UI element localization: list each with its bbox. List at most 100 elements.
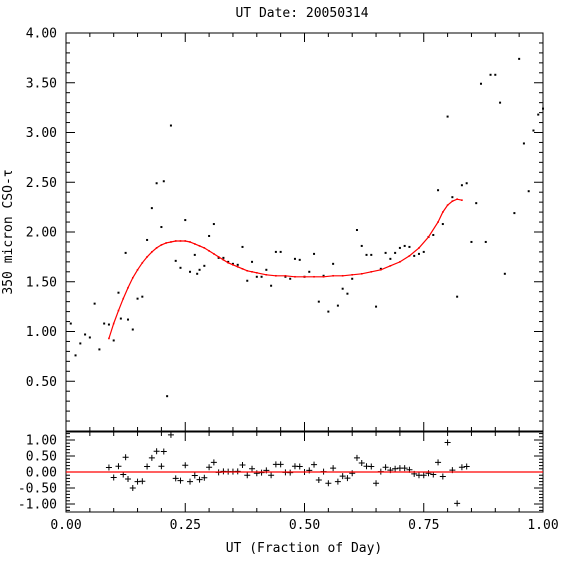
data-point xyxy=(336,304,339,307)
data-point xyxy=(119,317,122,320)
fit-curve-point xyxy=(408,255,411,257)
residual-point xyxy=(373,480,380,487)
data-point xyxy=(203,264,206,267)
data-point xyxy=(169,124,172,127)
data-point xyxy=(246,279,249,282)
data-point xyxy=(403,244,406,247)
data-point xyxy=(141,295,144,298)
data-point xyxy=(413,254,416,257)
data-point xyxy=(518,57,521,60)
fit-curve-point xyxy=(360,272,363,275)
data-point xyxy=(274,250,277,253)
fit-curve-point xyxy=(275,274,277,277)
y-tick-label: 0.50 xyxy=(26,375,57,390)
fit-curve-point xyxy=(160,244,163,246)
residual-point xyxy=(339,473,346,480)
residual-point xyxy=(144,463,151,470)
data-point xyxy=(88,336,91,339)
x-tick-label: 0.00 xyxy=(50,518,81,533)
fit-curve-point xyxy=(155,247,158,249)
residual-point xyxy=(125,476,132,483)
residual-point xyxy=(182,462,189,469)
data-point xyxy=(279,250,282,253)
fit-curve-point xyxy=(456,198,458,200)
residual-point xyxy=(129,485,136,491)
residual-point xyxy=(153,448,160,455)
residual-point xyxy=(311,461,318,468)
top-ylabel: 350 micron CSO-τ xyxy=(1,169,16,294)
data-point xyxy=(184,219,187,222)
data-point xyxy=(351,277,354,280)
data-point xyxy=(308,270,311,273)
fit-curve-point xyxy=(341,274,344,277)
data-point xyxy=(522,142,525,145)
fit-curve-point xyxy=(170,241,172,243)
fit-curve-point xyxy=(437,221,439,223)
fit-curve-point xyxy=(189,241,191,243)
data-point xyxy=(193,253,196,256)
data-point xyxy=(255,275,258,278)
data-point xyxy=(117,291,120,294)
residual-point xyxy=(201,474,208,481)
data-point xyxy=(146,238,149,241)
data-point xyxy=(341,287,344,290)
fit-curve-point xyxy=(256,271,258,274)
top-axis-ticks: 0.50 1.00 1.50 2.00 2.50 3.00 3.50 4.00 xyxy=(26,27,544,432)
fit-curve-point xyxy=(208,250,210,252)
residual-point xyxy=(425,470,432,477)
x-tick-label: 0.50 xyxy=(289,518,320,533)
data-point xyxy=(112,339,115,342)
residual-point xyxy=(439,473,446,480)
data-point xyxy=(346,292,349,295)
residual-point xyxy=(158,463,165,470)
data-point xyxy=(84,333,87,336)
fit-curve-point xyxy=(313,275,315,278)
residual-point xyxy=(191,472,198,479)
fit-curve-point xyxy=(151,251,153,253)
data-point xyxy=(527,190,530,193)
fit-curve-point xyxy=(332,274,334,277)
data-point xyxy=(456,295,459,298)
fit-curve-point xyxy=(108,337,110,340)
y-tick-label: 2.00 xyxy=(26,226,57,241)
residual-point xyxy=(148,454,155,461)
y-tick-label: -0.50 xyxy=(18,482,57,497)
residual-point xyxy=(160,448,167,455)
fit-curve-point xyxy=(380,269,382,271)
fit-curve-point xyxy=(418,247,420,249)
data-point xyxy=(513,212,516,215)
residual-point xyxy=(206,464,213,471)
data-point xyxy=(451,196,454,199)
data-point xyxy=(332,262,335,265)
data-point xyxy=(384,251,387,254)
fit-curve-point xyxy=(265,273,268,276)
data-point xyxy=(124,251,127,254)
fit-curve-point xyxy=(198,245,201,247)
top-plot-panel: 0.50 1.00 1.50 2.00 2.50 3.00 3.50 4.00 xyxy=(26,27,544,432)
data-point xyxy=(189,270,192,273)
residual-point xyxy=(187,478,194,485)
data-point xyxy=(196,272,199,275)
data-point xyxy=(162,180,165,183)
fit-curve-point xyxy=(389,265,392,267)
residual-point xyxy=(277,461,284,468)
fit-curve-point xyxy=(127,286,129,289)
fit-curve-point xyxy=(236,266,239,268)
data-point xyxy=(160,226,163,229)
fit-curve-point xyxy=(117,309,120,312)
top-data-layer xyxy=(69,57,544,398)
data-point xyxy=(260,275,263,278)
data-point xyxy=(217,256,220,259)
fit-curve-point xyxy=(217,256,220,258)
y-tick-label: 4.00 xyxy=(26,27,57,42)
bottom-plot-panel: 0.00 0.25 0.50 0.75 1.00-1.00-0.500.000.501.… xyxy=(18,431,559,533)
residual-point xyxy=(105,464,112,471)
data-point xyxy=(379,267,382,270)
fit-curve-point xyxy=(193,243,196,245)
data-point xyxy=(74,354,77,357)
data-point xyxy=(166,395,169,398)
residual-point xyxy=(210,459,217,466)
data-point xyxy=(398,246,401,249)
data-point xyxy=(103,322,106,325)
